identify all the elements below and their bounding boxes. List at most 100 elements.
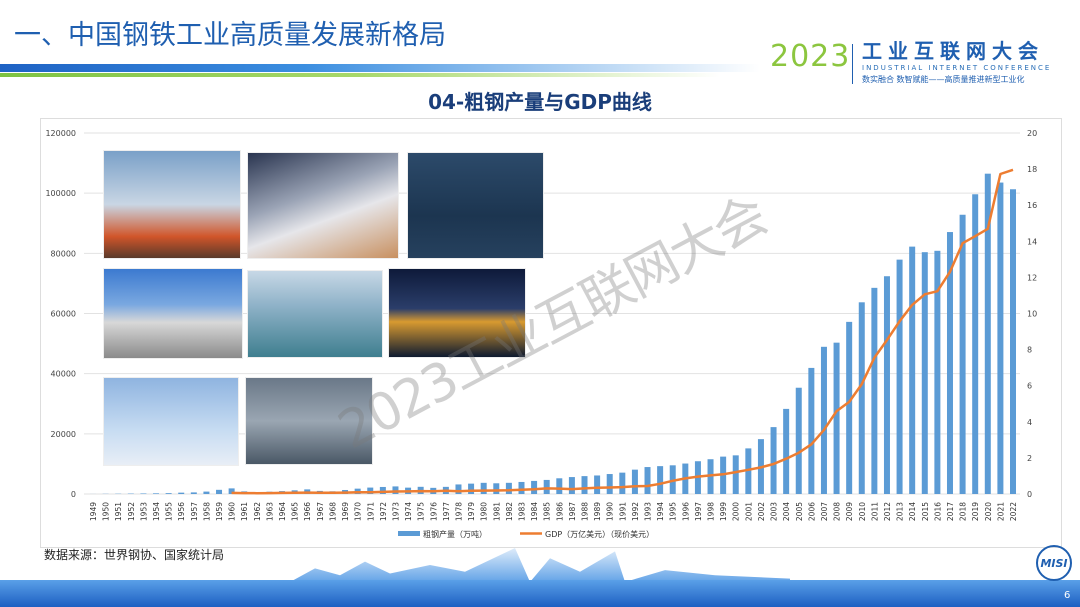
x-tick-label: 1958 bbox=[202, 502, 211, 521]
x-tick-label: 1950 bbox=[102, 502, 111, 521]
x-tick-label: 2017 bbox=[946, 502, 955, 521]
bar-2010 bbox=[858, 302, 865, 494]
bar-1985 bbox=[543, 479, 550, 494]
x-tick-label: 1965 bbox=[291, 502, 300, 521]
x-tick-label: 1997 bbox=[694, 502, 703, 521]
bar-2004 bbox=[783, 408, 790, 494]
photo-offshore-platform bbox=[388, 268, 526, 358]
bar-2005 bbox=[795, 387, 802, 494]
x-tick-label: 1990 bbox=[606, 502, 615, 521]
x-tick-label: 1974 bbox=[404, 502, 413, 521]
x-tick-label: 1960 bbox=[228, 502, 237, 521]
bar-1980 bbox=[480, 482, 487, 494]
x-tick-label: 2019 bbox=[971, 502, 980, 521]
bar-2008 bbox=[833, 342, 840, 494]
x-tick-label: 1951 bbox=[114, 502, 123, 521]
x-tick-label: 1991 bbox=[618, 502, 627, 521]
x-tick-label: 2018 bbox=[959, 502, 968, 521]
y-right-tick-label: 8 bbox=[1027, 346, 1032, 355]
y-left-tick-label: 40000 bbox=[51, 370, 76, 379]
photo-sea-bridge bbox=[247, 270, 383, 358]
y-right-tick-label: 4 bbox=[1027, 418, 1032, 427]
bar-2006 bbox=[808, 367, 815, 494]
x-tick-label: 1966 bbox=[303, 502, 312, 521]
bar-1973 bbox=[392, 486, 399, 494]
bar-1957 bbox=[190, 492, 197, 494]
bar-1956 bbox=[178, 492, 185, 494]
x-tick-label: 1969 bbox=[341, 502, 350, 521]
y-right-tick-label: 2 bbox=[1027, 454, 1032, 463]
y-right-tick-label: 16 bbox=[1027, 201, 1037, 210]
bar-1988 bbox=[581, 476, 588, 494]
x-tick-label: 1973 bbox=[391, 502, 400, 521]
bar-1986 bbox=[556, 478, 563, 494]
y-left-tick-label: 20000 bbox=[51, 430, 76, 439]
x-tick-label: 1971 bbox=[366, 502, 375, 521]
bar-1981 bbox=[493, 483, 500, 494]
header-bar-blue bbox=[0, 64, 760, 72]
y-right-tick-label: 18 bbox=[1027, 165, 1037, 174]
x-tick-label: 1986 bbox=[555, 502, 564, 521]
x-tick-label: 2002 bbox=[757, 502, 766, 521]
bar-2003 bbox=[770, 427, 777, 494]
bar-2017 bbox=[946, 232, 953, 495]
bar-1953 bbox=[140, 493, 147, 494]
bar-1990 bbox=[606, 474, 613, 494]
x-tick-label: 1980 bbox=[480, 502, 489, 521]
x-tick-label: 2013 bbox=[896, 502, 905, 521]
x-tick-label: 1985 bbox=[543, 502, 552, 521]
y-left-tick-label: 0 bbox=[71, 490, 76, 499]
bar-1994 bbox=[657, 466, 664, 494]
x-tick-label: 1975 bbox=[417, 502, 426, 521]
x-tick-label: 2015 bbox=[921, 502, 930, 521]
photo-airplane bbox=[103, 377, 239, 466]
bar-2011 bbox=[871, 287, 878, 494]
bar-1989 bbox=[594, 475, 601, 494]
x-tick-label: 1962 bbox=[253, 502, 262, 521]
bar-1960 bbox=[228, 488, 235, 494]
legend-label-gdp: GDP（万亿美元）（现价美元） bbox=[545, 529, 654, 539]
x-tick-label: 2001 bbox=[744, 502, 753, 521]
x-tick-label: 1982 bbox=[505, 502, 514, 521]
x-tick-label: 1977 bbox=[442, 502, 451, 521]
page-number: 6 bbox=[1064, 590, 1071, 601]
bar-1993 bbox=[644, 467, 651, 494]
bar-1972 bbox=[379, 486, 386, 494]
bar-1955 bbox=[165, 493, 172, 494]
bar-2000 bbox=[732, 455, 739, 494]
misi-logo: MISI bbox=[1036, 545, 1072, 581]
bar-2022 bbox=[1010, 189, 1016, 494]
x-tick-label: 1976 bbox=[429, 502, 438, 521]
bar-1959 bbox=[216, 489, 223, 494]
logo-divider bbox=[852, 44, 853, 84]
y-left-tick-label: 80000 bbox=[51, 249, 76, 258]
y-right-tick-label: 12 bbox=[1027, 273, 1037, 282]
x-tick-label: 1987 bbox=[568, 502, 577, 521]
chart-title: 04-粗钢产量与GDP曲线 bbox=[428, 90, 652, 114]
x-tick-label: 1953 bbox=[139, 502, 148, 521]
x-tick-label: 1967 bbox=[316, 502, 325, 521]
bar-1971 bbox=[367, 487, 374, 494]
y-right-tick-label: 14 bbox=[1027, 237, 1037, 246]
header-bar-green bbox=[0, 73, 720, 77]
slide-title: 一、中国钢铁工业高质量发展新格局 bbox=[14, 20, 446, 51]
x-tick-label: 1970 bbox=[354, 502, 363, 521]
x-tick-label: 1978 bbox=[454, 502, 463, 521]
x-tick-label: 1964 bbox=[278, 502, 287, 521]
bar-2014 bbox=[909, 246, 916, 494]
logo-english: INDUSTRIAL INTERNET CONFERENCE bbox=[862, 64, 1052, 72]
x-tick-label: 2003 bbox=[770, 502, 779, 521]
bar-2015 bbox=[921, 252, 928, 494]
logo-year: 2023 bbox=[770, 39, 851, 74]
x-tick-label: 1992 bbox=[631, 502, 640, 521]
bar-1982 bbox=[505, 482, 512, 494]
x-tick-label: 2000 bbox=[732, 502, 741, 521]
logo-slogan: 数实融合 数智赋能——高质量推进新型工业化 bbox=[862, 75, 1025, 84]
photo-highspeed-train bbox=[247, 152, 399, 259]
photo-rocket bbox=[103, 150, 241, 259]
x-tick-label: 1959 bbox=[215, 502, 224, 521]
y-right-tick-label: 10 bbox=[1027, 310, 1037, 319]
legend-label-steel: 粗钢产量（万吨） bbox=[423, 529, 487, 539]
x-tick-label: 1954 bbox=[152, 502, 161, 521]
